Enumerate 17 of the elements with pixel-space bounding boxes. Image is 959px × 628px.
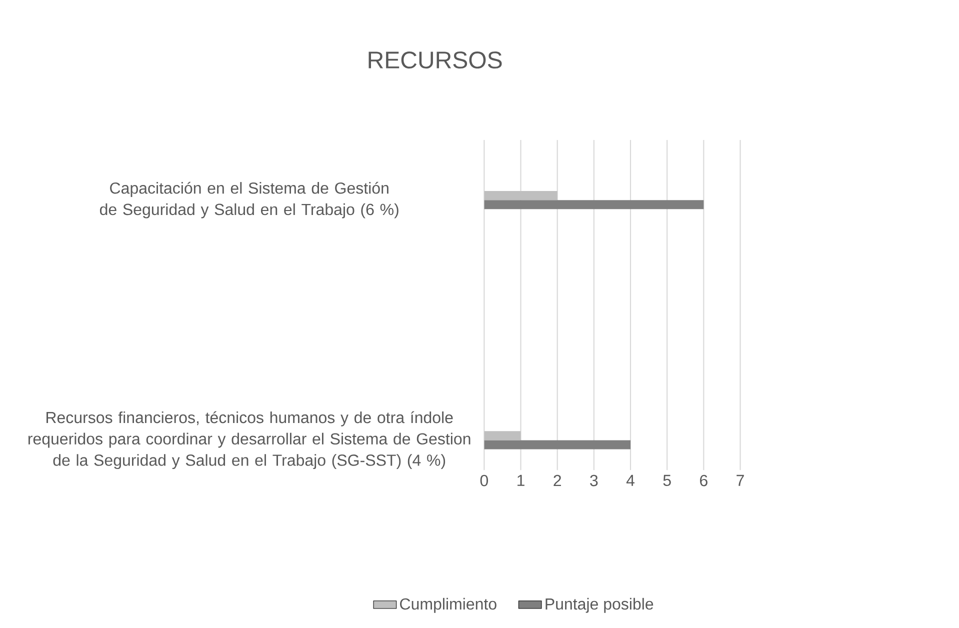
legend-label: Cumplimiento	[400, 598, 496, 613]
x-tick-label: 3	[590, 474, 598, 486]
bar	[484, 190, 558, 200]
x-tick-label: 1	[518, 474, 524, 486]
x-tick-label: 5	[663, 474, 671, 486]
x-tick-label: 6	[700, 474, 708, 486]
bar	[484, 440, 631, 450]
chart-title: RECURSOS	[368, 51, 502, 68]
x-tick-label: 4	[626, 474, 634, 486]
y-tick-label: Recursos financieros, técnicos humanos y de otra índole requeridos para coordinar y desarrollar el Sistema de Gestion de la Seguridad y Salud en el Trabajo (SG-SST) (4 %)	[28, 411, 470, 469]
bar	[484, 431, 521, 440]
x-tick-label: 2	[554, 474, 561, 486]
x-tick-label: 0	[480, 474, 488, 486]
legend-label: Puntaje posible	[546, 598, 654, 613]
x-tick-label: 7	[736, 474, 744, 486]
bar	[484, 200, 704, 209]
y-tick-label: Capacitación en el Sistema de Gestión de Seguridad y Salud en el Trabajo (6 %)	[100, 182, 398, 218]
